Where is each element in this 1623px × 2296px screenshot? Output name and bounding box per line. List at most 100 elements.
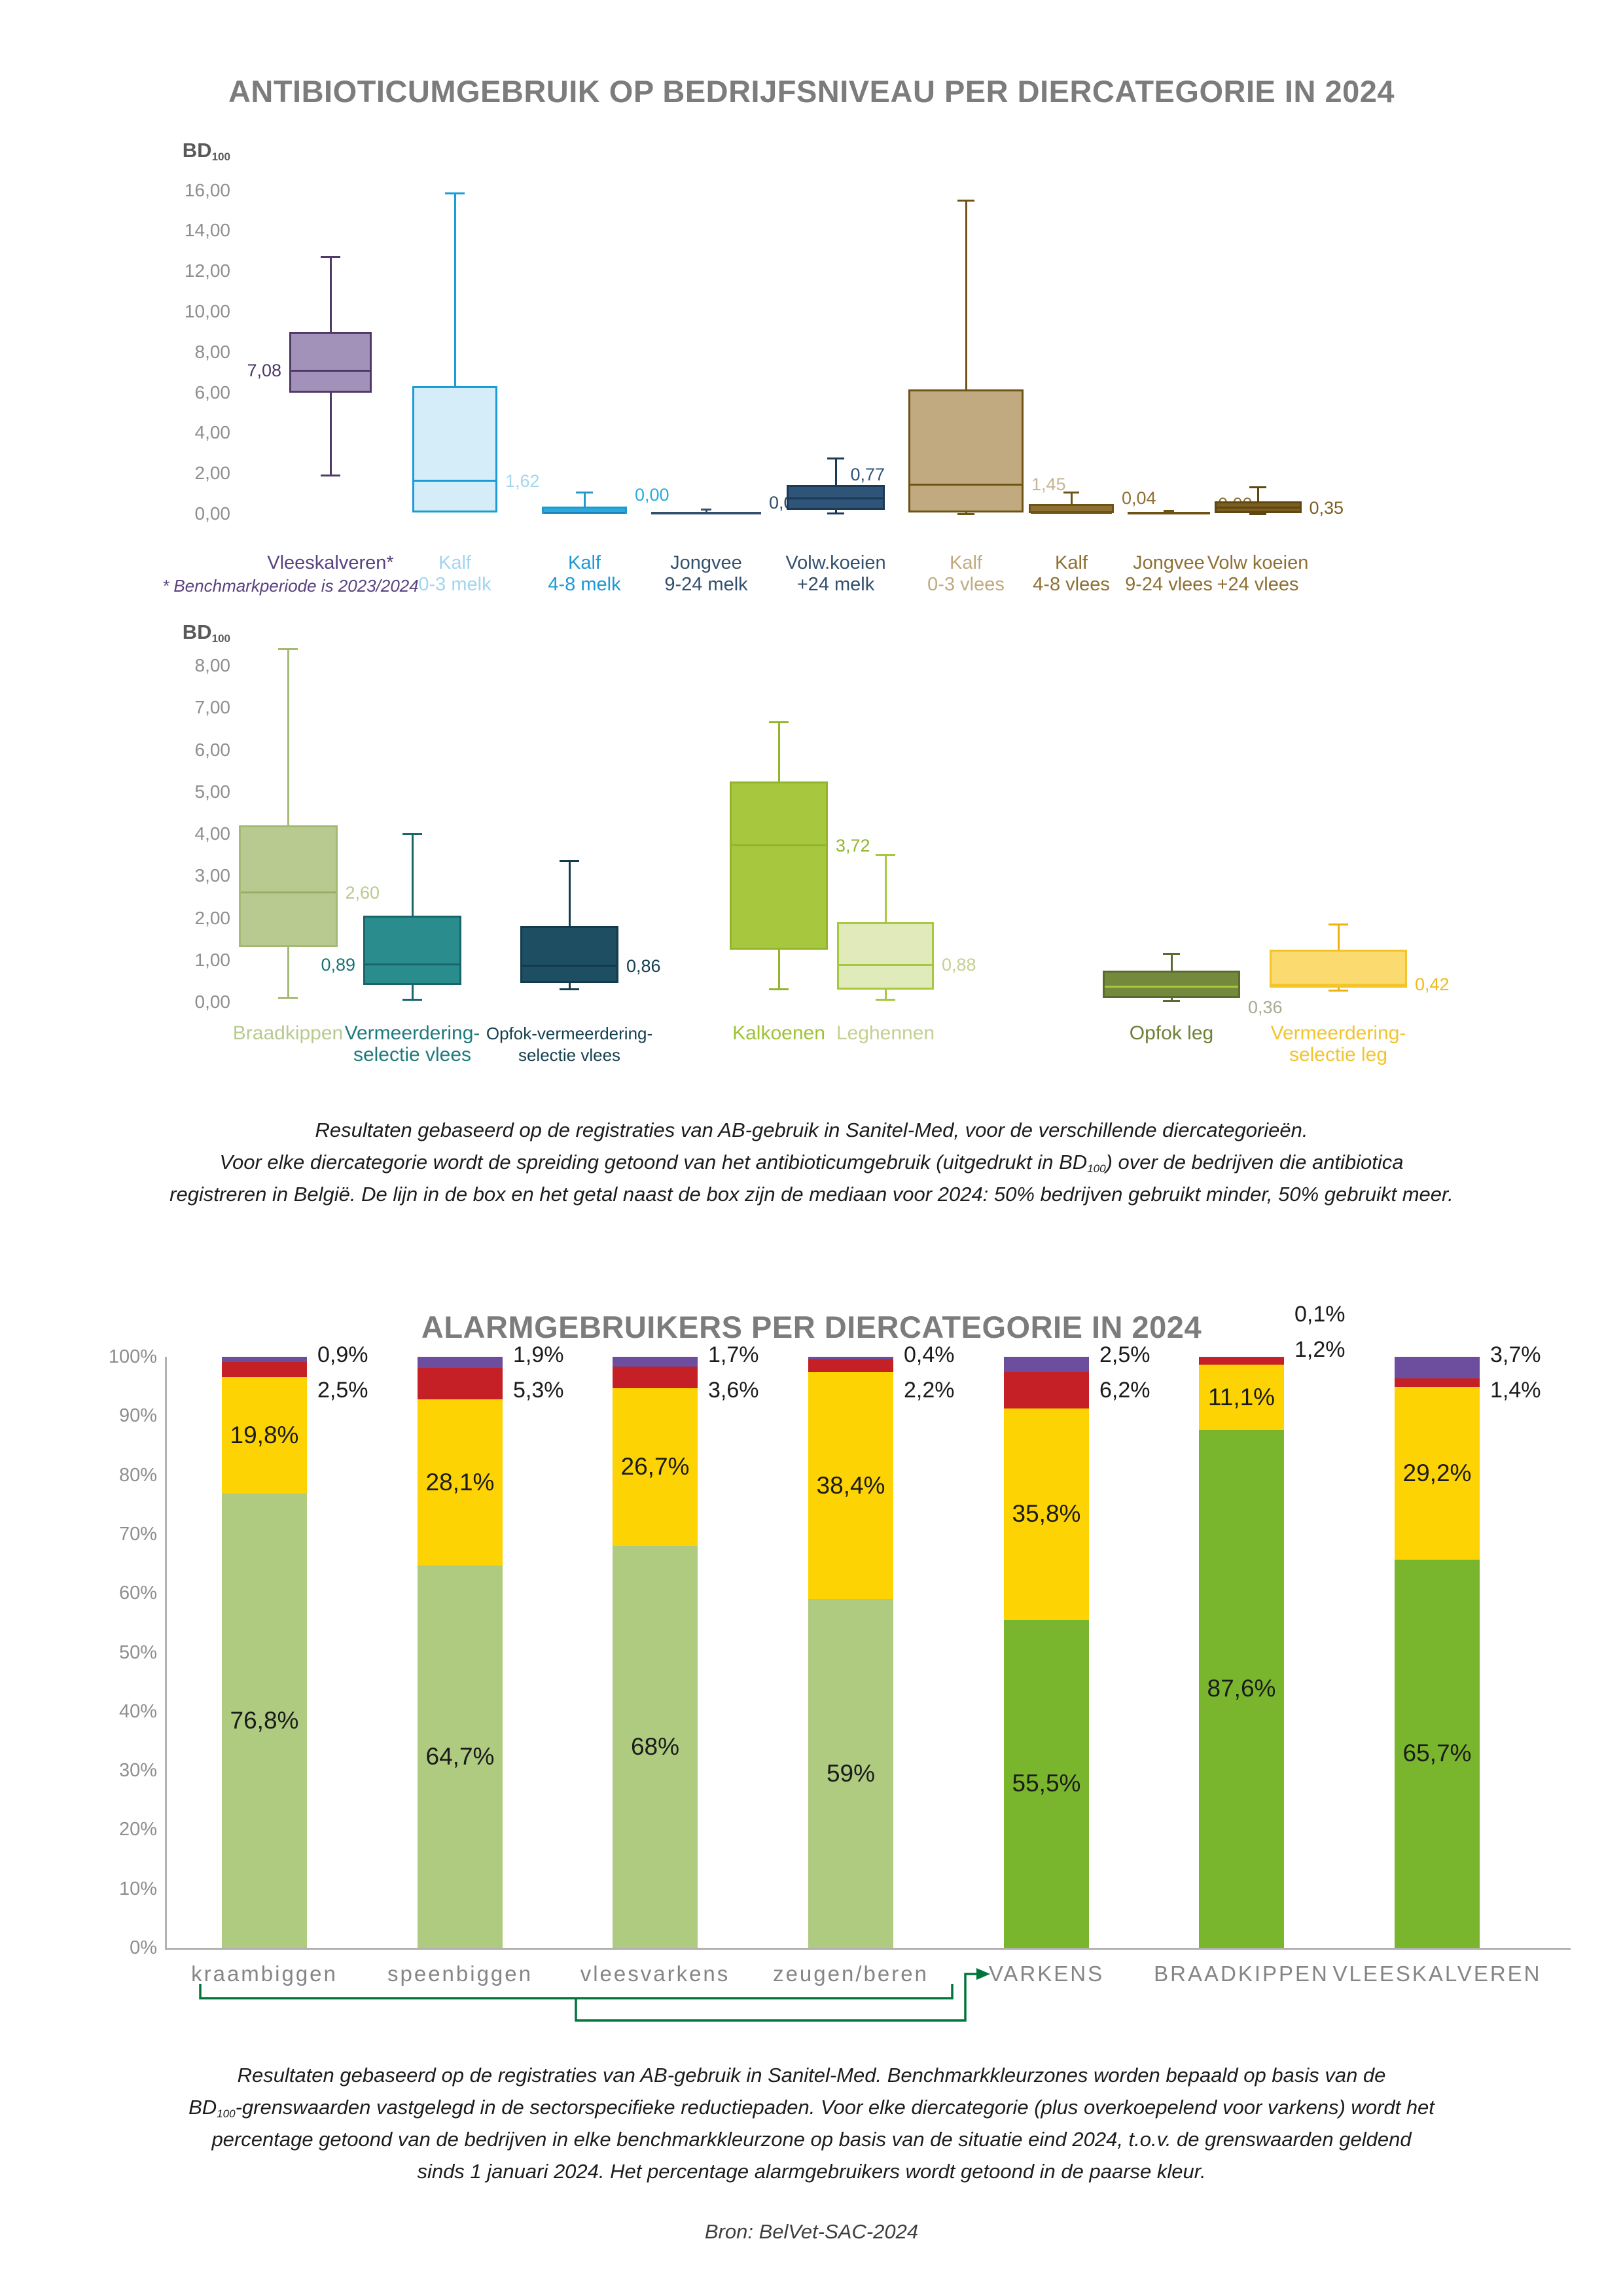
top-label-red: 5,3% — [513, 1378, 564, 1403]
segment-label-yellow: 38,4% — [816, 1471, 885, 1499]
median-value-label: 0,42 — [1415, 975, 1450, 994]
category-label: Vleeskalveren* — [267, 552, 394, 573]
y-tick-label: 4,00 — [194, 823, 231, 844]
bar-category-label: kraambiggen — [191, 1962, 338, 1986]
whisker-cap — [769, 721, 789, 724]
segment-purple — [613, 1357, 698, 1367]
segment-green — [808, 1599, 893, 1948]
whisker-cap — [769, 988, 789, 991]
segment-purple — [808, 1357, 893, 1359]
whisker-low — [1170, 997, 1173, 1001]
top-label-purple: 3,7% — [1490, 1342, 1541, 1367]
segment-label-yellow: 35,8% — [1012, 1500, 1081, 1528]
arrow-head-icon — [976, 1968, 990, 1980]
category-label: selectie vlees — [353, 1044, 472, 1066]
box-rect — [520, 926, 618, 984]
top-label-red: 1,2% — [1294, 1337, 1346, 1362]
y-tick-label: 5,00 — [194, 781, 231, 802]
median-line — [1272, 983, 1405, 986]
top-label-purple: 0,4% — [904, 1342, 955, 1367]
whisker-high — [454, 193, 456, 387]
segment-green — [613, 1545, 698, 1948]
top-label-purple: 2,5% — [1099, 1342, 1150, 1367]
y-tick-label: 8,00 — [194, 655, 231, 675]
whisker-cap — [876, 999, 895, 1001]
segment-label-green: 55,5% — [1012, 1770, 1081, 1797]
whisker-cap — [1249, 486, 1266, 489]
note-line: Voor elke diercategorie wordt de spreidi… — [219, 1151, 1404, 1175]
whisker-low — [777, 949, 780, 990]
y-tick-label: 80% — [118, 1464, 157, 1486]
boxplot-note: Resultaten gebaseerd op de registraties … — [0, 1114, 1623, 1210]
y-tick-label: 4,00 — [194, 422, 231, 443]
category-label: Opfok-vermeerdering- — [486, 1024, 653, 1043]
y-tick-label: 8,00 — [194, 341, 231, 362]
whisker-cap — [957, 512, 974, 515]
median-line — [910, 483, 1022, 486]
category-label: Kalf — [438, 552, 471, 573]
y-tick-label: 2,00 — [194, 463, 231, 484]
y-axis-line — [165, 1357, 167, 1948]
median-value-label: 0,04 — [1122, 488, 1156, 508]
category-label: 4-8 melk — [548, 574, 621, 595]
y-tick-label: 2,00 — [194, 907, 231, 928]
segment-purple — [1395, 1357, 1480, 1379]
whisker-cap — [278, 997, 298, 999]
box-rect — [1270, 949, 1407, 988]
y-tick-label: 0% — [130, 1937, 157, 1958]
whisker-high — [1070, 492, 1073, 504]
category-label: 9-24 vlees — [1125, 574, 1213, 595]
segment-label-green: 76,8% — [230, 1707, 299, 1734]
category-label: Volw.koeien — [785, 552, 886, 573]
note-line: BD100-grenswaarden vastgelegd in de sect… — [188, 2096, 1435, 2121]
median-line — [789, 497, 883, 499]
median-line — [1105, 986, 1238, 988]
y-tick-label: 14,00 — [184, 220, 230, 241]
barchart-note: Resultaten gebaseerd op de registraties … — [0, 2059, 1623, 2187]
y-tick-label: 10,00 — [184, 301, 230, 321]
category-label: Jongvee — [670, 552, 742, 573]
median-value-label: 7,08 — [247, 361, 281, 381]
y-tick-label: 90% — [118, 1405, 157, 1427]
varkens-group-bracket-arrow — [199, 1968, 990, 2022]
segment-red — [1004, 1371, 1089, 1408]
whisker-cap — [701, 509, 711, 511]
segment-green — [1004, 1619, 1089, 1948]
category-label: Vermeerdering- — [344, 1022, 480, 1044]
segment-green — [418, 1565, 503, 1948]
segment-label-yellow: 26,7% — [620, 1453, 690, 1480]
segment-red — [613, 1367, 698, 1388]
box-rect — [289, 331, 372, 393]
whisker-high — [1170, 954, 1173, 971]
median-value-label: 0,36 — [1248, 997, 1283, 1017]
whisker-cap — [560, 988, 579, 991]
segment-label-green: 64,7% — [425, 1742, 495, 1770]
y-axis-label: BD100 — [182, 139, 230, 164]
box-rect — [837, 922, 934, 990]
segment-yellow — [613, 1388, 698, 1546]
whisker-low — [568, 983, 571, 990]
whisker-high — [411, 834, 414, 916]
bar-category-label: zeugen/beren — [773, 1962, 929, 1986]
y-tick-label: 0,00 — [194, 992, 231, 1012]
whisker-high — [834, 458, 837, 486]
bar-category-label: vleesvarkens — [580, 1962, 730, 1986]
median-value-label: 3,72 — [836, 835, 870, 855]
whisker-high — [965, 200, 967, 389]
segment-yellow — [222, 1376, 307, 1494]
segment-label-yellow: 19,8% — [230, 1422, 299, 1449]
whisker-high — [287, 649, 289, 826]
category-label: selectie leg — [1289, 1044, 1388, 1066]
box-rect — [412, 386, 497, 513]
category-label: Kalf — [950, 552, 982, 573]
median-line — [365, 963, 459, 966]
whisker-cap — [402, 999, 422, 1001]
segment-yellow — [808, 1372, 893, 1600]
segment-purple — [418, 1357, 503, 1369]
whisker-cap — [827, 457, 844, 459]
segment-red — [222, 1362, 307, 1377]
barchart-title: ALARMGEBRUIKERS PER DIERCATEGORIE IN 202… — [421, 1310, 1202, 1344]
category-label: Kalf — [568, 552, 601, 573]
